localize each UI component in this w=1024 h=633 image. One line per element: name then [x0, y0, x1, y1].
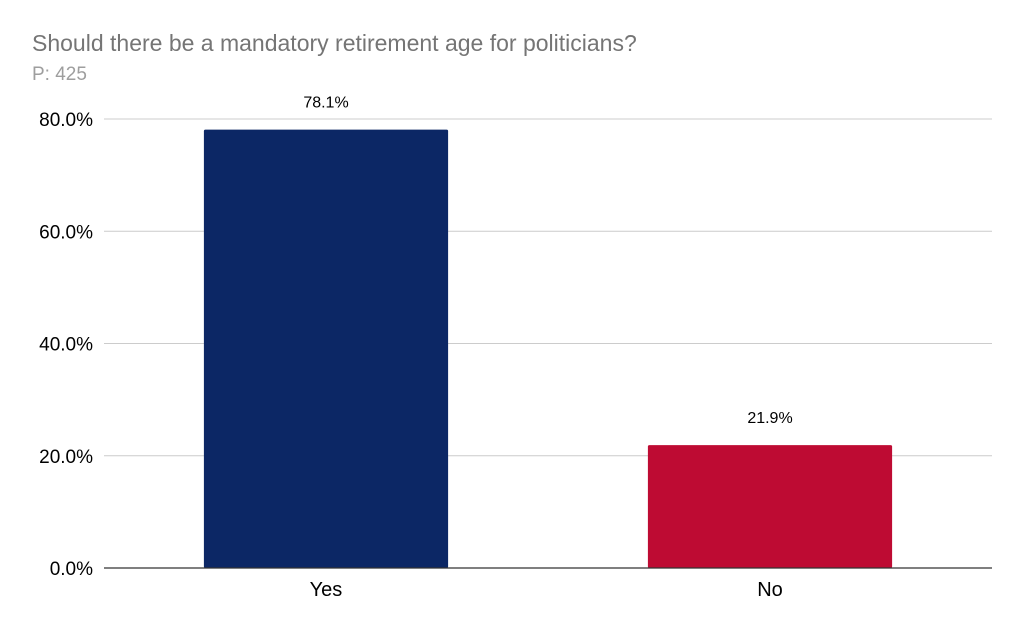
bar-no — [647, 445, 893, 568]
chart-title: Should there be a mandatory retirement a… — [32, 30, 637, 56]
x-tick-label: No — [757, 579, 783, 601]
bars: 78.1% 21.9% — [203, 95, 893, 568]
data-label: 78.1% — [303, 95, 348, 112]
y-tick-label: 40.0% — [39, 335, 93, 356]
chart-subtitle: P: 425 — [32, 64, 87, 85]
y-tick-label: 0.0% — [50, 559, 93, 580]
y-axis-ticks: 0.0% 20.0% 40.0% 60.0% 80.0% — [39, 110, 93, 580]
y-tick-label: 60.0% — [39, 222, 93, 243]
y-tick-label: 20.0% — [39, 447, 93, 468]
y-tick-label: 80.0% — [39, 110, 93, 131]
data-label: 21.9% — [747, 410, 792, 427]
x-tick-label: Yes — [310, 579, 343, 601]
x-axis: Yes No — [104, 567, 992, 601]
bar-yes — [203, 129, 449, 568]
